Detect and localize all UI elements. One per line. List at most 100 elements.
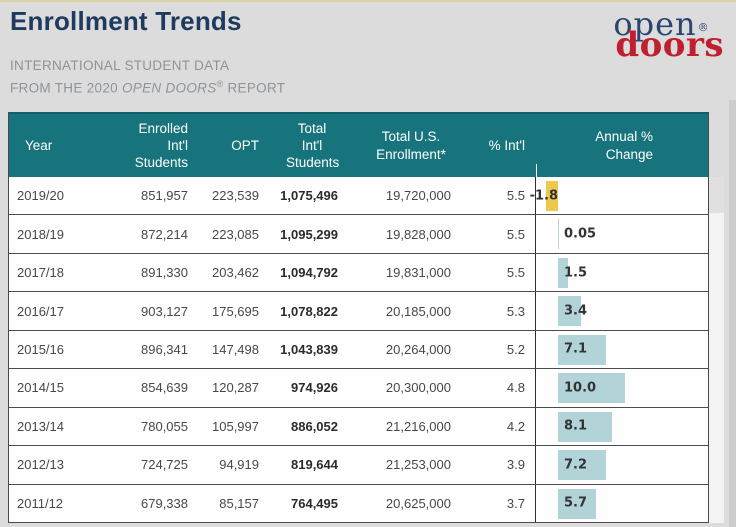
year-cell: 2017/18: [17, 265, 64, 281]
enrolled-cell: 891,330: [141, 265, 188, 281]
total_intl-cell: 1,075,496: [280, 188, 338, 204]
annual-change-cell: 3.4: [535, 292, 705, 330]
annual-change-bar: [545, 181, 558, 211]
annual-change-bar: [558, 296, 581, 327]
pct_intl-cell: 4.2: [506, 418, 525, 434]
year-cell: 2011/12: [17, 495, 64, 511]
annual-change-bar: [558, 219, 559, 250]
total_intl-cell: 1,094,792: [280, 265, 338, 281]
open-doors-logo: open® doors: [613, 8, 724, 62]
opt-cell: 147,498: [212, 341, 259, 357]
table-row-2018-19: 2018/19 872,214 223,085 1,095,299 19,828,000…: [9, 215, 708, 254]
report-header: Enrollment Trends INTERNATIONAL STUDENT …: [10, 6, 726, 106]
vertical-scrollbar[interactable]: [709, 177, 724, 523]
enrolled-cell: 780,055: [141, 418, 188, 434]
table-row-2012-13: 2012/13 724,725 94,919 819,644 21,253,000 3.9…: [9, 446, 708, 485]
pct_intl-cell: 5.5: [506, 265, 525, 281]
subtitle-line2: FROM THE 2020 OPEN DOORS® REPORT: [10, 75, 285, 98]
enrolled-cell: 872,214: [141, 226, 188, 242]
annual-change-cell: 7.2: [535, 446, 705, 484]
opt-cell: 223,085: [212, 226, 259, 242]
column-header-total_intl: Total Int'l Students: [286, 120, 340, 171]
total_us-cell: 20,185,000: [385, 303, 451, 319]
column-header-pct_intl: % Int'l: [488, 137, 525, 153]
subtitle-line1: INTERNATIONAL STUDENT DATA: [10, 58, 230, 73]
total_us-cell: 19,720,000: [385, 188, 451, 204]
column-header-opt: OPT: [231, 137, 259, 153]
enrolled-cell: 724,725: [141, 457, 188, 473]
year-cell: 2019/20: [17, 188, 64, 204]
annual-change-bar: [558, 450, 607, 481]
opt-cell: 85,157: [219, 495, 259, 511]
annual-change-cell: 5.7: [535, 484, 705, 522]
annual-change-value: 7.2: [564, 457, 588, 473]
annual-change-cell: 1.5: [535, 253, 705, 292]
subtitle-line2-suffix: REPORT: [223, 80, 286, 96]
annual-change-cell: 8.1: [535, 407, 705, 446]
annual-change-value: 10.0: [564, 380, 597, 396]
year-cell: 2014/15: [17, 380, 64, 396]
page-title: Enrollment Trends: [10, 6, 242, 36]
annual-change-bar: [558, 488, 597, 519]
annual-change-value: 7.1: [564, 341, 588, 357]
pct_intl-cell: 5.2: [506, 341, 525, 357]
total_intl-cell: 1,078,822: [280, 303, 338, 319]
annual-change-value: 8.1: [564, 418, 588, 434]
annual-change-cell: 7.1: [535, 330, 705, 369]
pct_intl-cell: 3.9: [506, 457, 525, 473]
table-row-2011-12: 2011/12 679,338 85,157 764,495 20,625,000 3.7…: [9, 484, 708, 523]
total_us-cell: 20,300,000: [385, 380, 451, 396]
column-header-enrolled: Enrolled Int'l Students: [134, 120, 188, 171]
total_intl-cell: 764,495: [291, 495, 338, 511]
opt-cell: 105,997: [212, 418, 259, 434]
table-row-2019-20: 2019/20 851,957 223,539 1,075,496 19,720,000…: [9, 177, 708, 216]
total_intl-cell: 1,043,839: [280, 341, 338, 357]
annual-change-bar: [558, 411, 613, 442]
annual-change-cell: -1.8: [530, 177, 705, 215]
annual-change-cell: 0.05: [535, 215, 705, 253]
logo-word-open: open®: [613, 8, 724, 40]
subtitle-line2-prefix: FROM THE 2020: [10, 80, 122, 96]
total_us-cell: 19,828,000: [385, 226, 451, 242]
enrolled-cell: 679,338: [141, 495, 188, 511]
annual-change-value: 5.7: [564, 495, 588, 511]
enrolled-cell: 896,341: [141, 341, 188, 357]
table-row-2017-18: 2017/18 891,330 203,462 1,094,792 19,831,000…: [9, 253, 708, 293]
logo-word-doors: doors: [615, 25, 724, 65]
scrollbar-thumb[interactable]: [709, 177, 724, 213]
pct_intl-cell: 3.7: [506, 495, 525, 511]
enrolled-cell: 903,127: [141, 303, 188, 319]
annual-change-value: 1.5: [564, 265, 588, 281]
subtitle-line2-italic: OPEN DOORS: [121, 80, 217, 96]
total_us-cell: 20,264,000: [385, 341, 451, 357]
opt-cell: 120,287: [212, 380, 259, 396]
total_us-cell: 21,253,000: [385, 457, 451, 473]
total_intl-cell: 819,644: [291, 457, 338, 473]
total_intl-cell: 974,926: [291, 380, 338, 396]
opt-cell: 175,695: [212, 303, 259, 319]
logo-registered-mark: ®: [697, 21, 710, 35]
annual-change-bar: [558, 373, 625, 404]
opt-cell: 203,462: [212, 265, 259, 281]
annual-change-value: 0.05: [564, 226, 597, 242]
pct_intl-cell: 4.8: [506, 380, 525, 396]
table-body: 2019/20 851,957 223,539 1,075,496 19,720,000…: [9, 177, 708, 523]
table-header-row: Year Enrolled Int'l Students OPT Total Int'…: [9, 112, 708, 177]
registered-mark: ®: [216, 79, 224, 89]
year-cell: 2012/13: [17, 457, 64, 473]
column-header-total_us: Total U.S. Enrollment*: [376, 129, 446, 162]
opt-cell: 94,919: [219, 457, 259, 473]
pct_intl-cell: 5.5: [506, 188, 525, 204]
total_us-cell: 21,216,000: [385, 418, 451, 434]
annual-change-bar: [558, 334, 606, 365]
table-row-2015-16: 2015/16 896,341 147,498 1,043,839 20,264,000…: [9, 330, 708, 370]
pct_intl-cell: 5.3: [506, 303, 525, 319]
total_us-cell: 20,625,000: [385, 495, 451, 511]
annual-change-value: -1.8: [529, 188, 558, 204]
annual-change-value: 3.4: [564, 303, 588, 319]
logo-open-text: open: [613, 5, 697, 43]
column-header-year: Year: [25, 137, 53, 153]
year-cell: 2015/16: [17, 341, 64, 357]
header-column-divider: [536, 164, 537, 177]
report-subtitle: INTERNATIONAL STUDENT DATA FROM THE 2020…: [10, 56, 285, 98]
